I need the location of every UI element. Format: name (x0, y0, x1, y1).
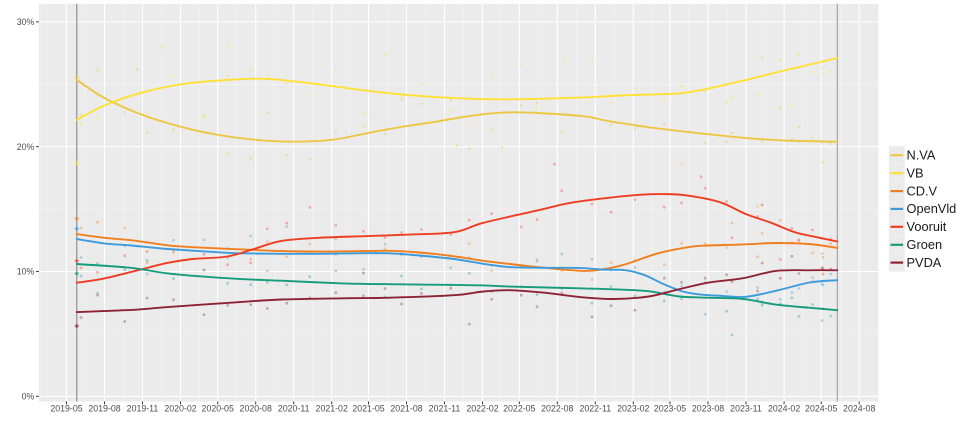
svg-text:2022-02: 2022-02 (466, 404, 498, 414)
svg-text:2023-11: 2023-11 (730, 404, 762, 414)
svg-text:2023-02: 2023-02 (617, 404, 649, 414)
svg-text:30%: 30% (17, 17, 35, 27)
svg-text:2022-05: 2022-05 (503, 404, 535, 414)
svg-text:20%: 20% (17, 142, 35, 152)
svg-text:VB: VB (907, 166, 924, 181)
svg-text:OpenVld: OpenVld (907, 201, 957, 216)
svg-text:N.VA: N.VA (907, 148, 936, 163)
svg-text:Groen: Groen (907, 237, 943, 252)
svg-text:2019-11: 2019-11 (127, 404, 159, 414)
svg-text:2020-05: 2020-05 (202, 404, 234, 414)
svg-text:Vooruit: Vooruit (907, 219, 947, 234)
svg-text:2024-08: 2024-08 (843, 404, 875, 414)
svg-text:2021-02: 2021-02 (316, 404, 348, 414)
svg-text:2020-08: 2020-08 (240, 404, 272, 414)
svg-text:2019-08: 2019-08 (88, 404, 120, 414)
svg-text:2021-08: 2021-08 (390, 404, 422, 414)
svg-text:2021-05: 2021-05 (352, 404, 384, 414)
svg-text:2022-08: 2022-08 (541, 404, 573, 414)
svg-text:2019-05: 2019-05 (50, 404, 82, 414)
svg-text:2020-02: 2020-02 (164, 404, 196, 414)
svg-text:10%: 10% (17, 267, 35, 277)
svg-text:PVDA: PVDA (907, 255, 942, 270)
svg-text:2023-05: 2023-05 (654, 404, 686, 414)
svg-text:2023-08: 2023-08 (692, 404, 724, 414)
svg-text:2021-11: 2021-11 (429, 404, 461, 414)
svg-text:2020-11: 2020-11 (278, 404, 310, 414)
svg-text:2024-02: 2024-02 (768, 404, 800, 414)
svg-text:2022-11: 2022-11 (579, 404, 611, 414)
svg-text:CD.V: CD.V (907, 183, 938, 198)
svg-text:2024-05: 2024-05 (805, 404, 837, 414)
svg-text:0%: 0% (22, 391, 35, 401)
